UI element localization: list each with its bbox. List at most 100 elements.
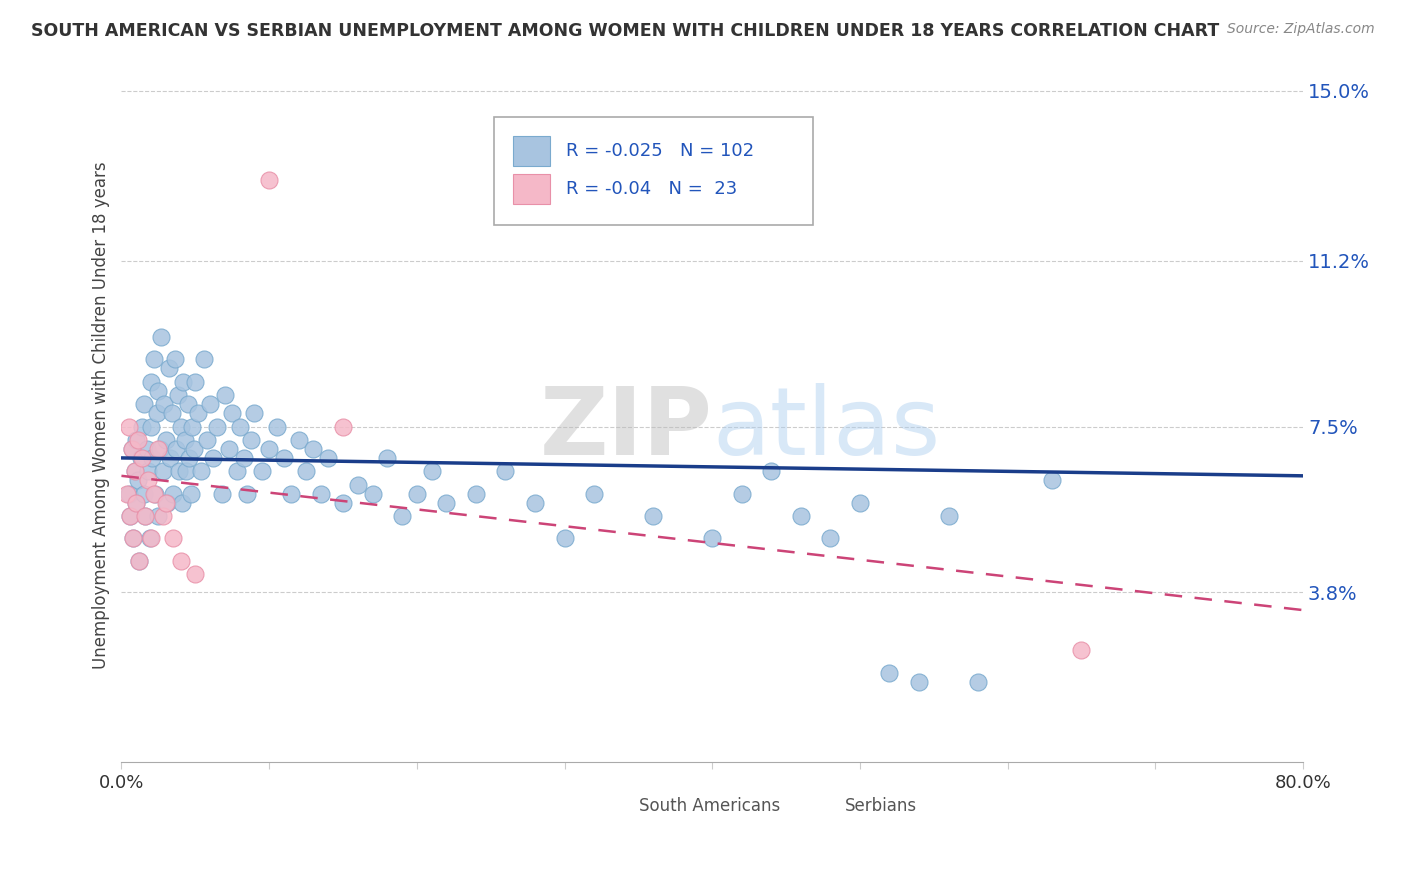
Point xyxy=(148,442,170,456)
Point xyxy=(163,352,186,367)
Text: South Americans: South Americans xyxy=(638,797,780,815)
Point xyxy=(332,496,354,510)
Point xyxy=(118,487,141,501)
Point xyxy=(967,674,990,689)
Point xyxy=(202,450,225,465)
FancyBboxPatch shape xyxy=(593,794,631,815)
Point xyxy=(302,442,325,456)
Point xyxy=(169,554,191,568)
Point xyxy=(169,419,191,434)
Point xyxy=(153,397,176,411)
Point xyxy=(165,442,187,456)
Point xyxy=(273,450,295,465)
Point xyxy=(181,419,204,434)
Point xyxy=(155,433,177,447)
Point xyxy=(170,496,193,510)
Point xyxy=(139,419,162,434)
Point xyxy=(184,375,207,389)
Point xyxy=(152,509,174,524)
Point xyxy=(790,509,813,524)
Point xyxy=(136,464,159,478)
Point xyxy=(266,419,288,434)
Point xyxy=(129,450,152,465)
Point xyxy=(405,487,427,501)
Point xyxy=(152,464,174,478)
Point xyxy=(176,464,198,478)
Point xyxy=(155,496,177,510)
Point xyxy=(135,442,157,456)
Point xyxy=(139,375,162,389)
Point xyxy=(198,397,221,411)
Point xyxy=(287,433,309,447)
Point xyxy=(221,406,243,420)
Point xyxy=(211,487,233,501)
FancyBboxPatch shape xyxy=(513,174,550,204)
Text: R = -0.04   N =  23: R = -0.04 N = 23 xyxy=(565,180,737,198)
Point xyxy=(1040,473,1063,487)
Point xyxy=(174,433,197,447)
Point xyxy=(124,464,146,478)
Point xyxy=(434,496,457,510)
Point xyxy=(233,450,256,465)
Point xyxy=(820,532,842,546)
Point xyxy=(243,406,266,420)
Point xyxy=(134,509,156,524)
Point xyxy=(125,496,148,510)
Point xyxy=(122,532,145,546)
Point xyxy=(145,487,167,501)
Point xyxy=(142,487,165,501)
Point xyxy=(128,554,150,568)
Point xyxy=(193,352,215,367)
Point xyxy=(160,406,183,420)
Point xyxy=(128,554,150,568)
Point xyxy=(150,330,173,344)
Point xyxy=(138,532,160,546)
Point xyxy=(148,509,170,524)
Point xyxy=(131,419,153,434)
Point xyxy=(141,450,163,465)
Point xyxy=(218,442,240,456)
Point xyxy=(346,477,368,491)
Point xyxy=(257,173,280,187)
Point xyxy=(225,464,247,478)
Point xyxy=(148,384,170,398)
Point xyxy=(132,487,155,501)
Point xyxy=(240,433,263,447)
Point xyxy=(127,433,149,447)
Point xyxy=(177,397,200,411)
Point xyxy=(120,509,142,524)
Point xyxy=(250,464,273,478)
Point xyxy=(495,464,517,478)
Point xyxy=(879,665,901,680)
Point xyxy=(187,406,209,420)
Point xyxy=(162,532,184,546)
Point xyxy=(280,487,302,501)
Point xyxy=(118,419,141,434)
Text: atlas: atlas xyxy=(713,384,941,475)
Point xyxy=(554,532,576,546)
Point xyxy=(849,496,872,510)
Point xyxy=(121,442,143,456)
Text: Serbians: Serbians xyxy=(845,797,917,815)
FancyBboxPatch shape xyxy=(494,117,813,225)
Point xyxy=(316,450,339,465)
Point xyxy=(127,473,149,487)
Point xyxy=(125,496,148,510)
Point xyxy=(162,487,184,501)
Point xyxy=(908,674,931,689)
Point xyxy=(761,464,783,478)
Point xyxy=(166,388,188,402)
Point xyxy=(731,487,754,501)
Point xyxy=(131,450,153,465)
Point xyxy=(391,509,413,524)
Point xyxy=(149,442,172,456)
Point xyxy=(236,487,259,501)
Point xyxy=(117,487,139,501)
Point xyxy=(139,532,162,546)
Text: ZIP: ZIP xyxy=(540,384,713,475)
Point xyxy=(157,361,180,376)
FancyBboxPatch shape xyxy=(800,794,838,815)
Point xyxy=(179,450,201,465)
Point xyxy=(702,532,724,546)
Point xyxy=(195,433,218,447)
